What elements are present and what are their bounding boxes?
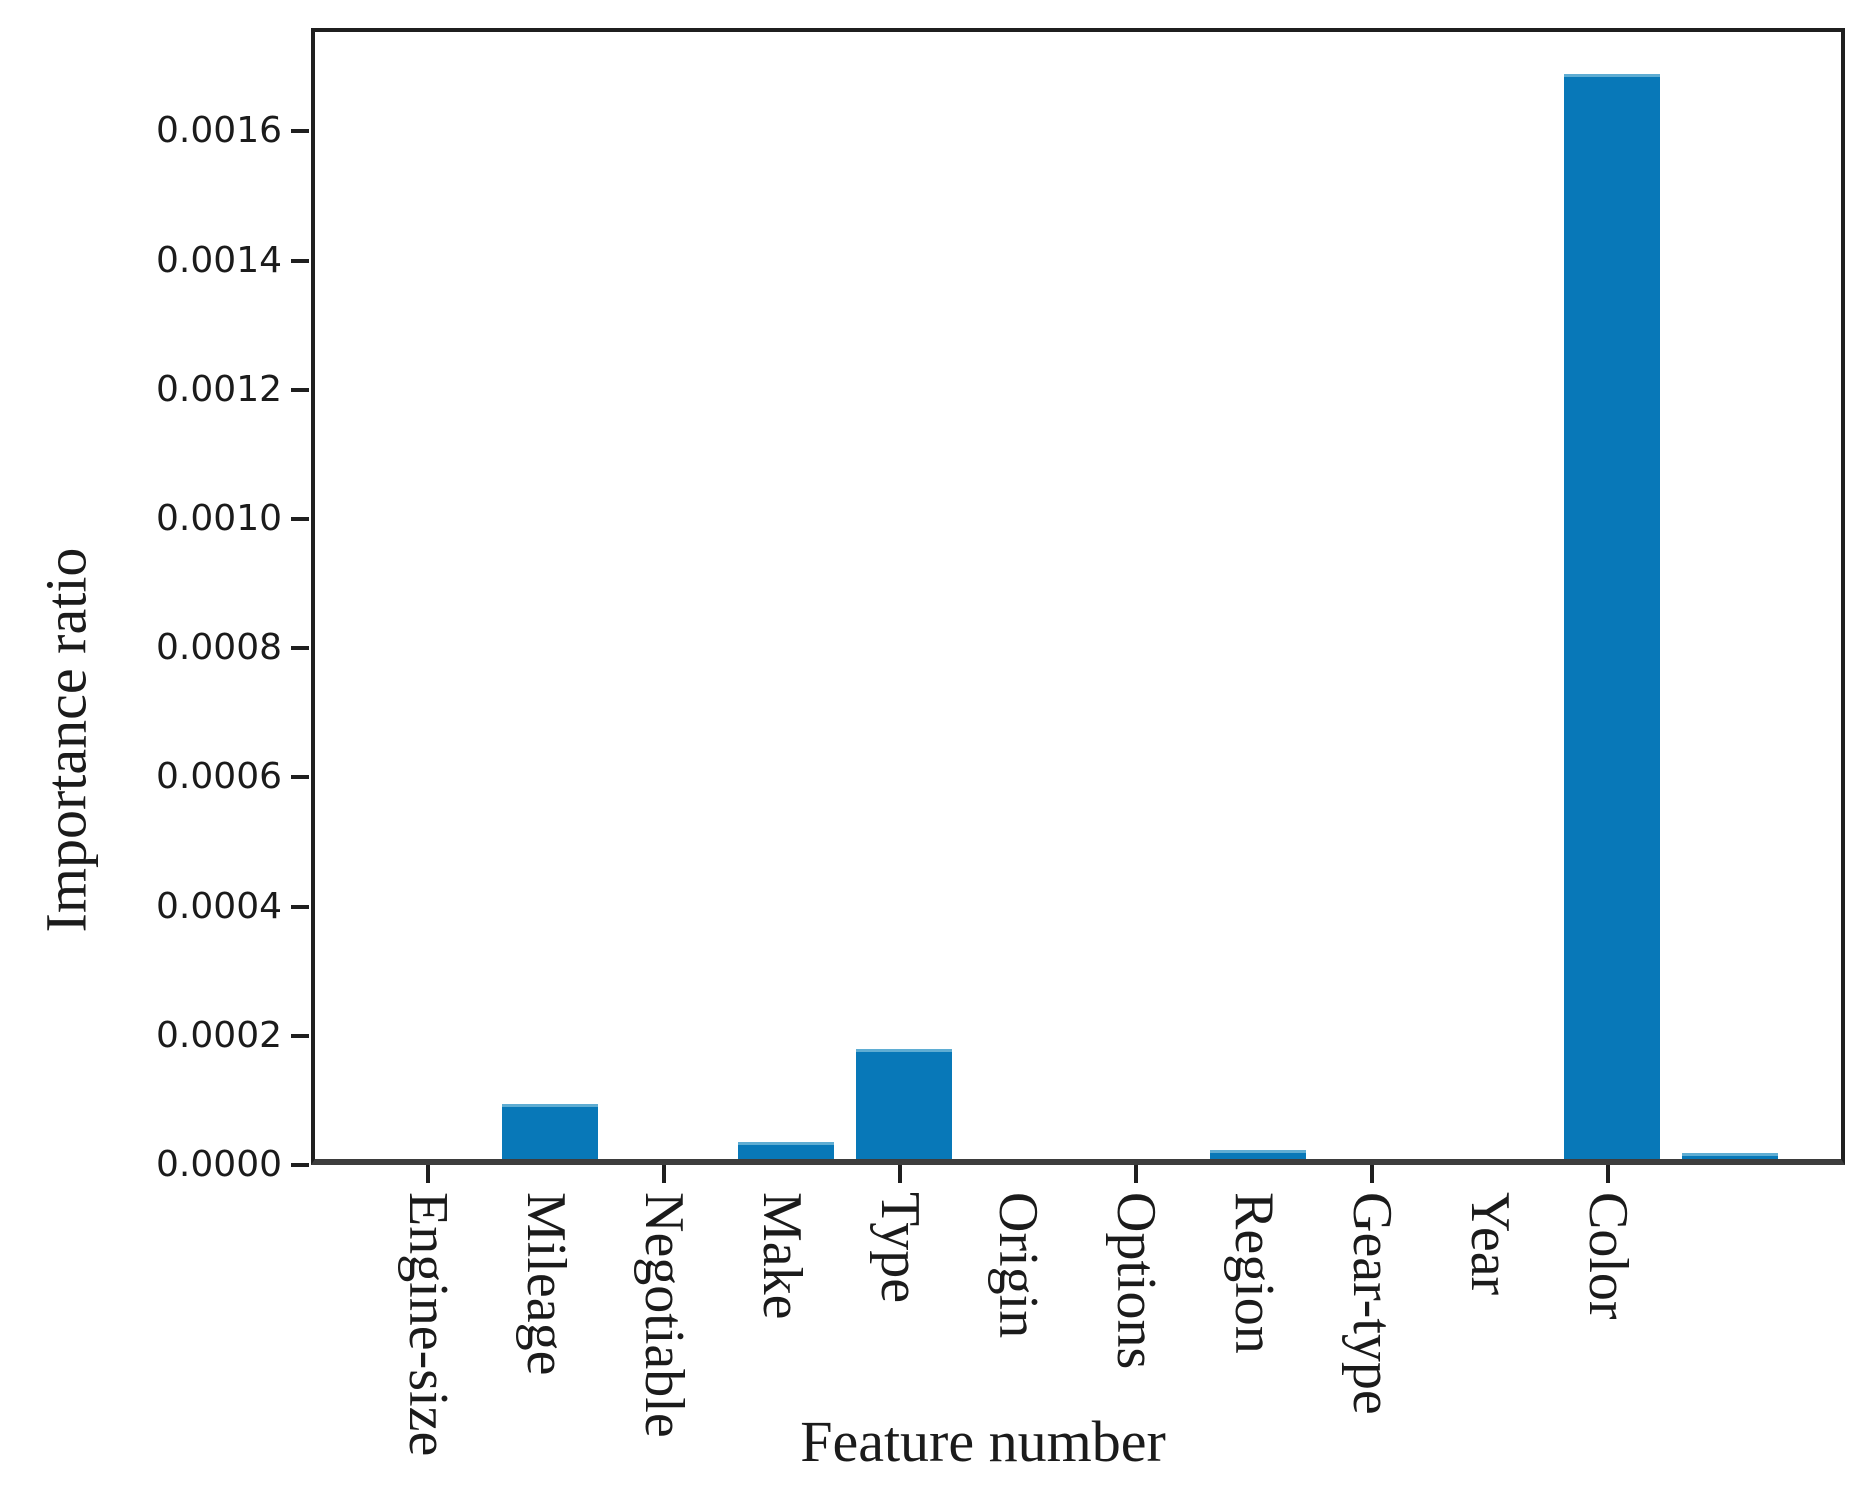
- bar-make: [738, 1142, 834, 1159]
- y-tick-label: 0.0006: [156, 756, 282, 798]
- y-tick-label: 0.0010: [156, 497, 282, 539]
- x-tick-label-text: Year: [1459, 1192, 1521, 1296]
- x-axis-title: Feature number: [800, 1409, 1166, 1474]
- x-tick-label-text: Origin: [987, 1192, 1049, 1339]
- y-tick-mark: [291, 387, 309, 392]
- x-tick-mark: [898, 1165, 902, 1183]
- y-tick-mark: [291, 1033, 309, 1038]
- x-tick-label-text: Make: [751, 1192, 813, 1320]
- y-tick-label: 0.0016: [156, 110, 282, 152]
- y-tick-label: 0.0000: [156, 1144, 282, 1185]
- bar-region: [1210, 1150, 1306, 1159]
- x-tick-mark: [1370, 1165, 1374, 1183]
- y-tick-mark: [291, 258, 309, 263]
- y-tick-mark: [291, 129, 309, 134]
- plot-area: [311, 28, 1845, 1165]
- bar-unlabeled: [1682, 1153, 1778, 1159]
- x-tick-label-text: Engine-size: [397, 1192, 459, 1457]
- x-tick-label-text: Gear-type: [1341, 1192, 1403, 1415]
- y-tick-label: 0.0012: [156, 368, 282, 410]
- bar-type: [856, 1049, 952, 1159]
- y-tick-mark: [291, 775, 309, 780]
- y-tick-mark: [291, 1163, 309, 1167]
- x-tick-label-text: Negotiable: [633, 1192, 695, 1438]
- y-tick-mark: [291, 516, 309, 521]
- y-axis-title: Importance ratio: [33, 547, 99, 933]
- bar-color: [1564, 74, 1660, 1159]
- y-tick-label: 0.0004: [156, 885, 282, 927]
- y-tick-label: 0.0014: [156, 239, 282, 281]
- x-tick-mark: [1134, 1165, 1138, 1183]
- x-tick-label-text: Color: [1577, 1192, 1639, 1320]
- y-tick-mark: [291, 646, 309, 651]
- bar-mileage: [502, 1104, 598, 1159]
- y-tick-label: 0.0002: [156, 1014, 282, 1056]
- x-tick-mark: [662, 1165, 666, 1183]
- y-tick-mark: [291, 904, 309, 909]
- x-tick-label-text: Region: [1223, 1192, 1285, 1354]
- x-tick-mark: [426, 1165, 430, 1183]
- y-tick-label: 0.0008: [156, 627, 282, 669]
- x-tick-label-text: Mileage: [515, 1192, 577, 1376]
- x-tick-mark: [1606, 1165, 1610, 1183]
- x-tick-label-text: Type: [869, 1192, 931, 1304]
- x-tick-label-text: Options: [1105, 1192, 1167, 1370]
